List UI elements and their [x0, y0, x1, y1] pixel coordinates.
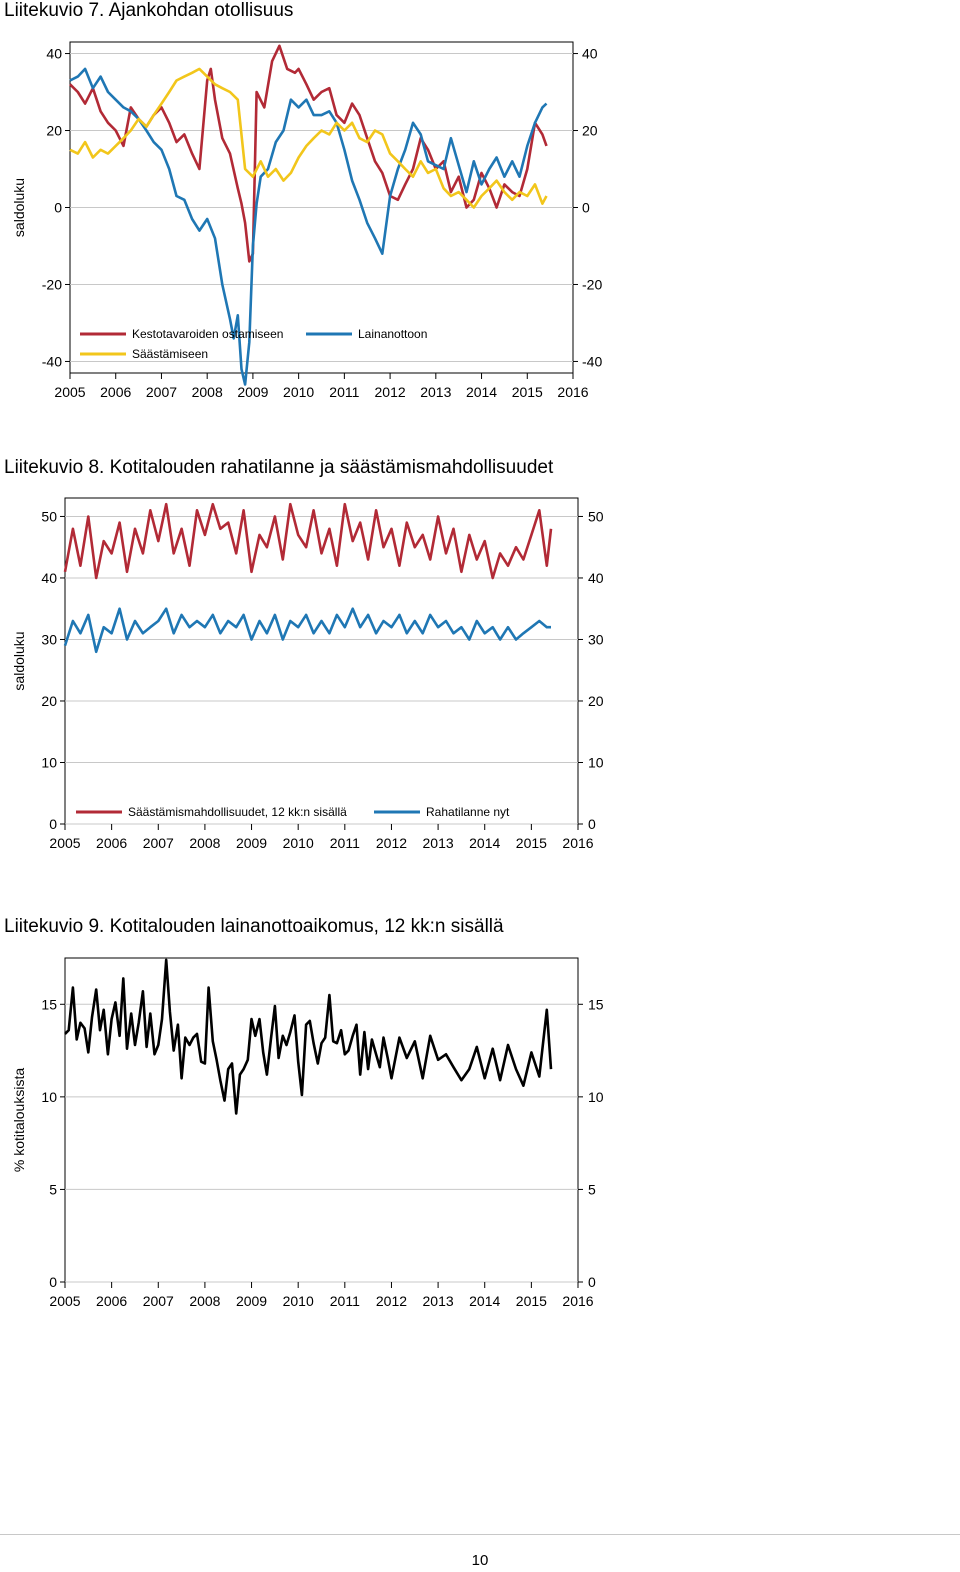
y-tick-label-left: -20	[42, 276, 62, 292]
y-tick-label-left: 10	[41, 1089, 57, 1105]
x-tick-label: 2010	[283, 384, 314, 400]
y-tick-label-right: 20	[582, 123, 598, 139]
y-tick-label-right: 0	[588, 1274, 596, 1290]
x-tick-label: 2013	[423, 835, 454, 851]
x-tick-label: 2008	[189, 1293, 220, 1309]
plot-frame	[64, 957, 579, 1283]
figure-8-title: Liitekuvio 8. Kotitalouden rahatilanne j…	[4, 457, 554, 478]
x-tick-label: 2010	[283, 835, 314, 851]
legend-label: Säästämismahdollisuudet, 12 kk:n sisällä	[128, 805, 347, 819]
series-line-1	[69, 67, 548, 386]
y-tick-label-left: 5	[49, 1181, 57, 1197]
x-tick-label: 2016	[557, 384, 588, 400]
x-tick-label: 2011	[330, 835, 360, 851]
footer-divider	[0, 1534, 960, 1535]
y-tick-label-left: 10	[41, 754, 57, 770]
x-tick-label: 2005	[49, 835, 80, 851]
x-tick-label: 2014	[469, 835, 500, 851]
y-tick-label-left: 20	[46, 123, 62, 139]
y-tick-label-right: 30	[588, 631, 604, 647]
series-line-2	[69, 67, 548, 209]
y-tick-label-right: 5	[588, 1181, 596, 1197]
x-tick-label: 2008	[189, 835, 220, 851]
y-tick-label-right: 10	[588, 754, 604, 770]
x-tick-label: 2011	[329, 384, 359, 400]
page-number: 10	[471, 1552, 489, 1569]
figure-9-chart: 15 15 10 10 5 5 0 0 2005 2006 2007 2008 2009 2010 2011…	[11, 957, 604, 1309]
y-tick-label-right: 20	[588, 693, 604, 709]
y-tick-label-right: 0	[582, 200, 590, 216]
x-tick-label: 2015	[516, 1293, 547, 1309]
figure-9-title: Liitekuvio 9. Kotitalouden lainanottoaik…	[4, 916, 504, 937]
x-tick-label: 2009	[237, 384, 268, 400]
x-tick-label: 2016	[562, 1293, 593, 1309]
x-tick-label: 2012	[376, 1293, 407, 1309]
legend-label: Rahatilanne nyt	[426, 805, 510, 819]
figure-7-chart: 40 40 20 20 0 0 -20 -20 -40 -40 2005 2006 2007 2008 20…	[11, 41, 602, 400]
y-axis-label: saldoluku	[11, 178, 27, 237]
y-tick-label-left: 30	[41, 631, 57, 647]
x-tick-label: 2009	[236, 1293, 267, 1309]
y-tick-label-left: 0	[54, 200, 62, 216]
y-tick-label-left: 40	[41, 570, 57, 586]
x-tick-label: 2012	[375, 384, 406, 400]
x-tick-label: 2006	[96, 835, 127, 851]
x-tick-label: 2013	[423, 1293, 454, 1309]
y-tick-label-left: 20	[41, 693, 57, 709]
x-tick-label: 2007	[146, 384, 177, 400]
x-tick-label: 2012	[376, 835, 407, 851]
x-tick-label: 2007	[143, 1293, 174, 1309]
x-tick-label: 2010	[283, 1293, 314, 1309]
y-tick-label-left: 0	[49, 1274, 57, 1290]
x-tick-label: 2015	[516, 835, 547, 851]
y-tick-label-right: -20	[582, 276, 602, 292]
y-tick-label-right: -40	[582, 353, 602, 369]
y-tick-label-right: 15	[588, 996, 604, 1012]
legend-label: Lainanottoon	[358, 327, 427, 341]
x-tick-label: 2014	[466, 384, 497, 400]
y-tick-label-right: 0	[588, 816, 596, 832]
x-tick-label: 2005	[49, 1293, 80, 1309]
legend-label: Kestotavaroiden ostamiseen	[132, 327, 283, 341]
x-tick-label: 2008	[192, 384, 223, 400]
y-tick-label-left: 15	[41, 996, 57, 1012]
y-tick-label-left: 40	[46, 46, 62, 62]
series-line-1	[63, 607, 551, 654]
x-tick-label: 2011	[330, 1293, 360, 1309]
y-tick-label-left: -40	[42, 353, 62, 369]
x-tick-label: 2007	[143, 835, 174, 851]
legend-label: Säästämiseen	[132, 347, 208, 361]
y-tick-label-right: 50	[588, 508, 604, 524]
y-axis-label: saldoluku	[11, 631, 27, 690]
series-line-0	[64, 958, 553, 1115]
y-tick-label-left: 0	[49, 816, 57, 832]
x-tick-label: 2006	[100, 384, 131, 400]
y-tick-label-right: 40	[582, 46, 598, 62]
figure-7-title: Liitekuvio 7. Ajankohdan otollisuus	[4, 0, 294, 21]
x-tick-label: 2015	[512, 384, 543, 400]
x-tick-label: 2006	[96, 1293, 127, 1309]
y-tick-label-right: 40	[588, 570, 604, 586]
x-tick-label: 2009	[236, 835, 267, 851]
x-tick-label: 2014	[469, 1293, 500, 1309]
y-axis-label: % kotitalouksista	[11, 1068, 27, 1172]
x-tick-label: 2016	[562, 835, 593, 851]
y-tick-label-left: 50	[41, 508, 57, 524]
x-tick-label: 2013	[420, 384, 451, 400]
series-line-0	[63, 502, 553, 580]
x-tick-label: 2005	[54, 384, 85, 400]
y-tick-label-right: 10	[588, 1089, 604, 1105]
